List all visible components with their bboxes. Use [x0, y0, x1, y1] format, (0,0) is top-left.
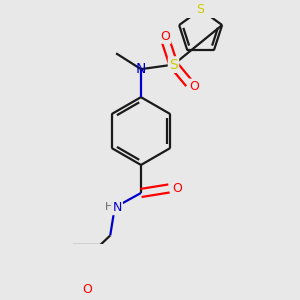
Text: O: O	[160, 30, 170, 43]
Text: N: N	[136, 62, 146, 76]
Text: H: H	[105, 202, 113, 212]
Text: O: O	[82, 283, 92, 296]
Text: N: N	[112, 201, 122, 214]
Text: O: O	[189, 80, 199, 93]
Text: S: S	[196, 3, 205, 16]
Text: O: O	[172, 182, 182, 195]
Text: S: S	[169, 58, 178, 72]
